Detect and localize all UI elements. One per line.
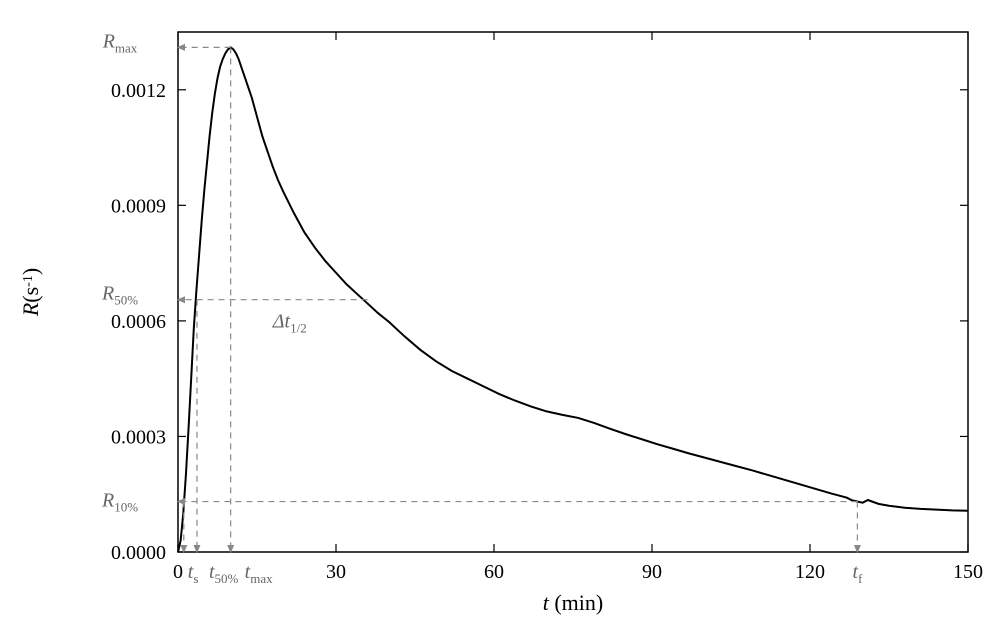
svg-text:R(s-1): R(s-1): [18, 268, 43, 317]
label-dt-half: Δt1/2: [272, 311, 307, 336]
label-ts: ts: [188, 561, 199, 586]
label-tmax: tmax: [245, 561, 273, 586]
svg-text:0.0009: 0.0009: [111, 195, 166, 217]
svg-text:0: 0: [173, 561, 183, 583]
svg-text:0.0012: 0.0012: [111, 80, 166, 102]
svg-text:0.0006: 0.0006: [111, 311, 166, 333]
svg-text:150: 150: [953, 561, 983, 583]
chart-container: 0 30 60 90 120 150 t (min) 0.0000 0.0003 0.0006 0.…: [0, 0, 1000, 628]
label-r50: R50%: [101, 283, 138, 308]
svg-text:t (min): t (min): [543, 590, 604, 615]
svg-text:120: 120: [795, 561, 825, 583]
svg-text:90: 90: [642, 561, 662, 583]
label-tf: tf: [852, 561, 863, 586]
svg-text:0.0000: 0.0000: [111, 542, 166, 564]
label-t50: t50%: [209, 561, 239, 586]
label-rmax: Rmax: [102, 30, 138, 55]
label-r10: R10%: [101, 490, 138, 515]
svg-text:30: 30: [326, 561, 346, 583]
svg-text:60: 60: [484, 561, 504, 583]
rate-vs-time-chart: 0 30 60 90 120 150 t (min) 0.0000 0.0003 0.0006 0.…: [0, 0, 1000, 628]
svg-text:0.0003: 0.0003: [111, 426, 166, 448]
